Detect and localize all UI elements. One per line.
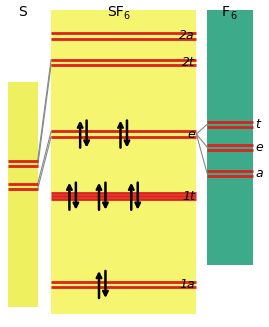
Text: 6: 6: [124, 11, 130, 22]
Text: 2t: 2t: [182, 56, 195, 69]
Text: 2a: 2a: [179, 29, 195, 43]
Bar: [51, 10, 196, 314]
Text: a: a: [256, 167, 263, 180]
Text: 1a: 1a: [179, 278, 195, 291]
Text: e: e: [187, 128, 195, 141]
Text: F: F: [222, 5, 230, 19]
Text: 1t: 1t: [182, 190, 195, 203]
Text: 6: 6: [230, 11, 236, 22]
Text: S: S: [19, 5, 27, 19]
Text: e: e: [256, 141, 263, 154]
Text: SF: SF: [107, 5, 124, 19]
Text: t: t: [256, 118, 260, 131]
Bar: [8, 82, 38, 307]
Bar: [207, 10, 253, 265]
